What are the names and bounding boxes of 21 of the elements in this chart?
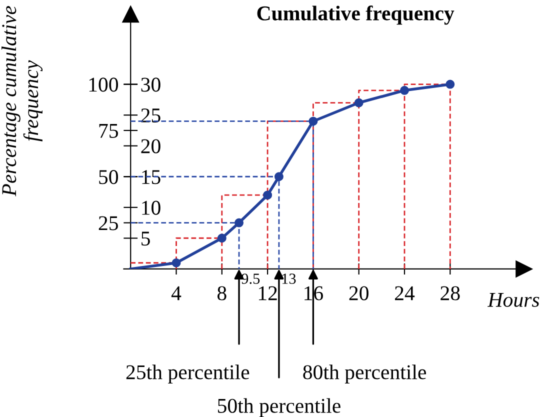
chart-title: Cumulative frequency bbox=[257, 6, 454, 25]
y-tick-label: 50 bbox=[99, 170, 118, 184]
y2-tick-label: 5 bbox=[142, 232, 150, 246]
y-tick-label: 25 bbox=[98, 216, 118, 230]
x-tick-label: 24 bbox=[394, 286, 415, 300]
annotation: 13 bbox=[282, 274, 296, 284]
y-tick-label: 75 bbox=[99, 124, 118, 138]
y2-tick-label: 20 bbox=[141, 139, 160, 154]
x-axis-title: Hours bbox=[488, 293, 540, 307]
y2-tick-label: 30 bbox=[141, 78, 160, 92]
x-tick-label: 4 bbox=[171, 286, 182, 300]
x-tick-label: 8 bbox=[217, 286, 226, 300]
x-tick-label: 20 bbox=[349, 286, 368, 300]
x-tick-label: 12 bbox=[258, 286, 277, 300]
annotation: 25th percentile bbox=[126, 364, 250, 384]
y2-tick-label: 10 bbox=[142, 200, 160, 215]
y-axis-title: Percentage cumulative frequency bbox=[2, 6, 43, 196]
annotation: 80th percentile bbox=[303, 364, 426, 384]
x-tick-label: 28 bbox=[440, 286, 460, 300]
y-tick-label: 100 bbox=[89, 78, 118, 92]
annotation: 50th percentile bbox=[218, 398, 340, 417]
